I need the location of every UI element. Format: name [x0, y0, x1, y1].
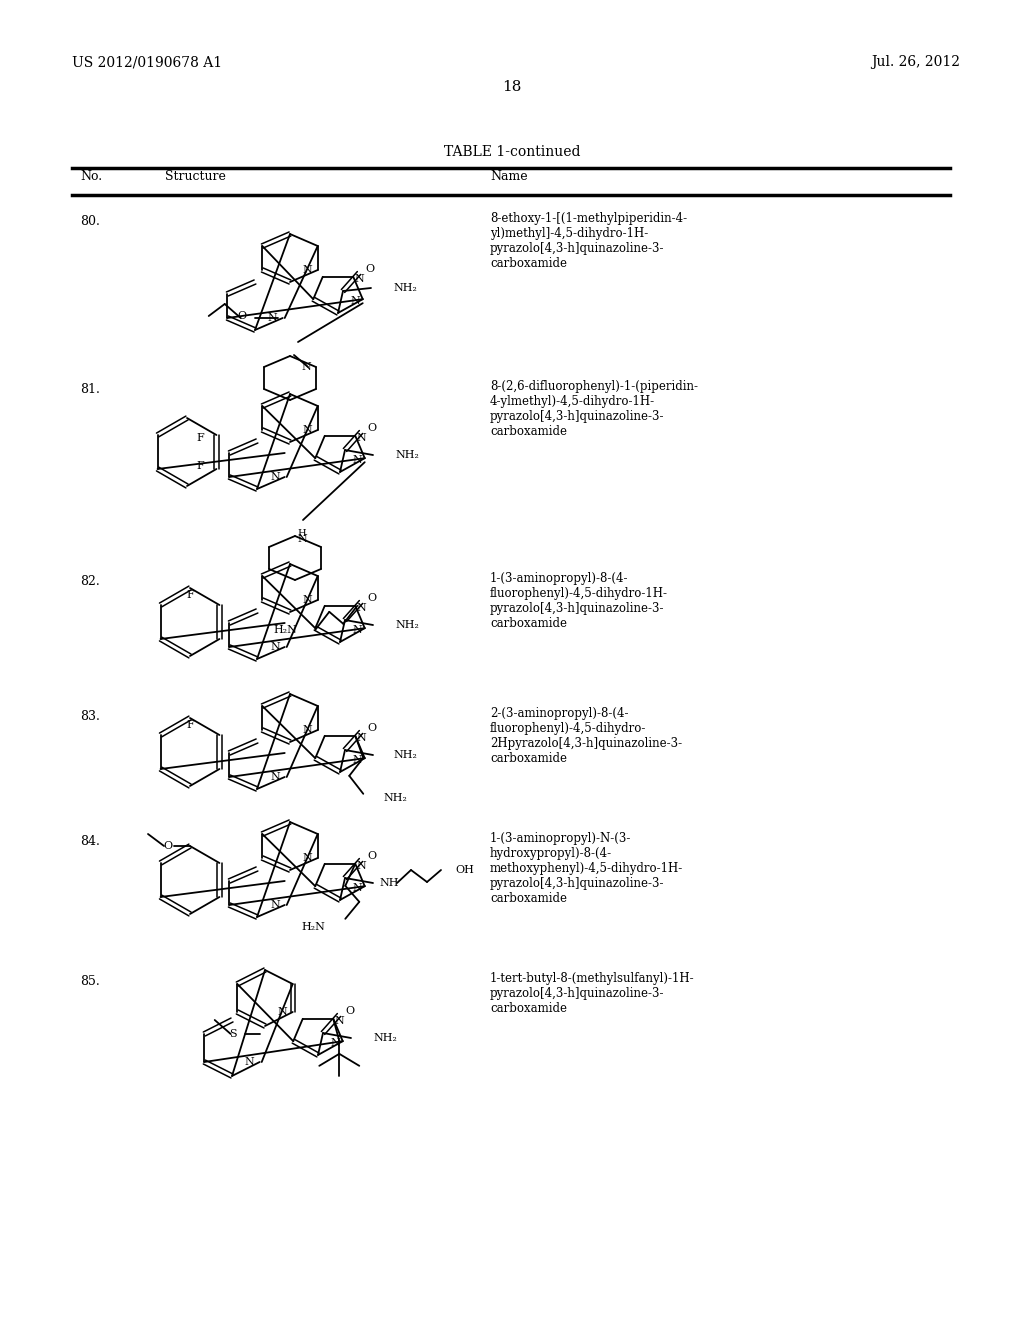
Text: N: N — [356, 603, 366, 612]
Text: 84.: 84. — [80, 836, 100, 847]
Text: N: N — [356, 733, 366, 743]
Text: O: O — [345, 1006, 354, 1016]
Text: NH: NH — [379, 878, 398, 888]
Text: F: F — [197, 433, 205, 444]
Text: N: N — [301, 362, 311, 372]
Text: Name: Name — [490, 170, 527, 183]
Text: N: N — [278, 1007, 288, 1016]
Text: O: O — [367, 422, 376, 433]
Text: 80.: 80. — [80, 215, 100, 228]
Text: OH: OH — [455, 865, 474, 875]
Text: 8-(2,6-difluorophenyl)-1-(piperidin-
4-ylmethyl)-4,5-dihydro-1H-
pyrazolo[4,3-h]: 8-(2,6-difluorophenyl)-1-(piperidin- 4-y… — [490, 380, 698, 438]
Text: N: N — [350, 296, 359, 306]
Text: F: F — [186, 719, 194, 730]
Text: H₂N: H₂N — [273, 624, 297, 635]
Text: 2-(3-aminopropyl)-8-(4-
fluorophenyl)-4,5-dihydro-
2Hpyrazolo[4,3-h]quinazoline-: 2-(3-aminopropyl)-8-(4- fluorophenyl)-4,… — [490, 708, 682, 766]
Text: N: N — [271, 473, 281, 482]
Text: N: N — [245, 1057, 255, 1067]
Text: N: N — [268, 313, 278, 323]
Text: S: S — [229, 1030, 237, 1039]
Text: O: O — [367, 593, 376, 603]
Text: Structure: Structure — [165, 170, 226, 183]
Text: N: N — [303, 265, 312, 275]
Text: O: O — [238, 312, 247, 321]
Text: 18: 18 — [503, 81, 521, 94]
Text: N: N — [303, 725, 312, 735]
Text: O: O — [367, 851, 376, 861]
Text: N: N — [352, 626, 361, 635]
Text: H: H — [297, 529, 305, 539]
Text: N: N — [297, 535, 307, 544]
Text: 82.: 82. — [80, 576, 99, 587]
Text: N: N — [303, 595, 312, 605]
Text: 1-(3-aminopropyl)-N-(3-
hydroxypropyl)-8-(4-
methoxyphenyl)-4,5-dihydro-1H-
pyra: 1-(3-aminopropyl)-N-(3- hydroxypropyl)-8… — [490, 832, 683, 906]
Text: N: N — [303, 853, 312, 863]
Text: F: F — [186, 590, 194, 601]
Text: N: N — [352, 755, 361, 766]
Text: N: N — [354, 273, 365, 284]
Text: NH₂: NH₂ — [393, 282, 417, 293]
Text: Jul. 26, 2012: Jul. 26, 2012 — [871, 55, 961, 69]
Text: 1-tert-butyl-8-(methylsulfanyl)-1H-
pyrazolo[4,3-h]quinazoline-3-
carboxamide: 1-tert-butyl-8-(methylsulfanyl)-1H- pyra… — [490, 972, 694, 1015]
Text: O: O — [365, 264, 374, 275]
Text: N: N — [303, 425, 312, 436]
Text: N: N — [271, 642, 281, 652]
Text: N: N — [352, 455, 361, 465]
Text: No.: No. — [80, 170, 102, 183]
Text: N: N — [352, 883, 361, 894]
Text: H₂N: H₂N — [301, 921, 326, 932]
Text: 81.: 81. — [80, 383, 100, 396]
Text: 8-ethoxy-1-[(1-methylpiperidin-4-
yl)methyl]-4,5-dihydro-1H-
pyrazolo[4,3-h]quin: 8-ethoxy-1-[(1-methylpiperidin-4- yl)met… — [490, 213, 687, 271]
Text: 1-(3-aminopropyl)-8-(4-
fluorophenyl)-4,5-dihydro-1H-
pyrazolo[4,3-h]quinazoline: 1-(3-aminopropyl)-8-(4- fluorophenyl)-4,… — [490, 572, 668, 630]
Text: N: N — [330, 1039, 340, 1048]
Text: NH₂: NH₂ — [395, 620, 419, 630]
Text: US 2012/0190678 A1: US 2012/0190678 A1 — [72, 55, 222, 69]
Text: 85.: 85. — [80, 975, 99, 987]
Text: N: N — [271, 772, 281, 781]
Text: NH₂: NH₂ — [383, 793, 408, 803]
Text: F: F — [197, 461, 205, 471]
Text: NH₂: NH₂ — [373, 1034, 397, 1043]
Text: O: O — [367, 723, 376, 733]
Text: N: N — [271, 900, 281, 909]
Text: 83.: 83. — [80, 710, 100, 723]
Text: NH₂: NH₂ — [395, 450, 419, 459]
Text: O: O — [163, 841, 172, 851]
Text: TABLE 1-continued: TABLE 1-continued — [443, 145, 581, 158]
Text: NH₂: NH₂ — [393, 750, 417, 760]
Text: N: N — [334, 1016, 344, 1026]
Text: N: N — [356, 861, 366, 871]
Text: N: N — [356, 433, 366, 442]
